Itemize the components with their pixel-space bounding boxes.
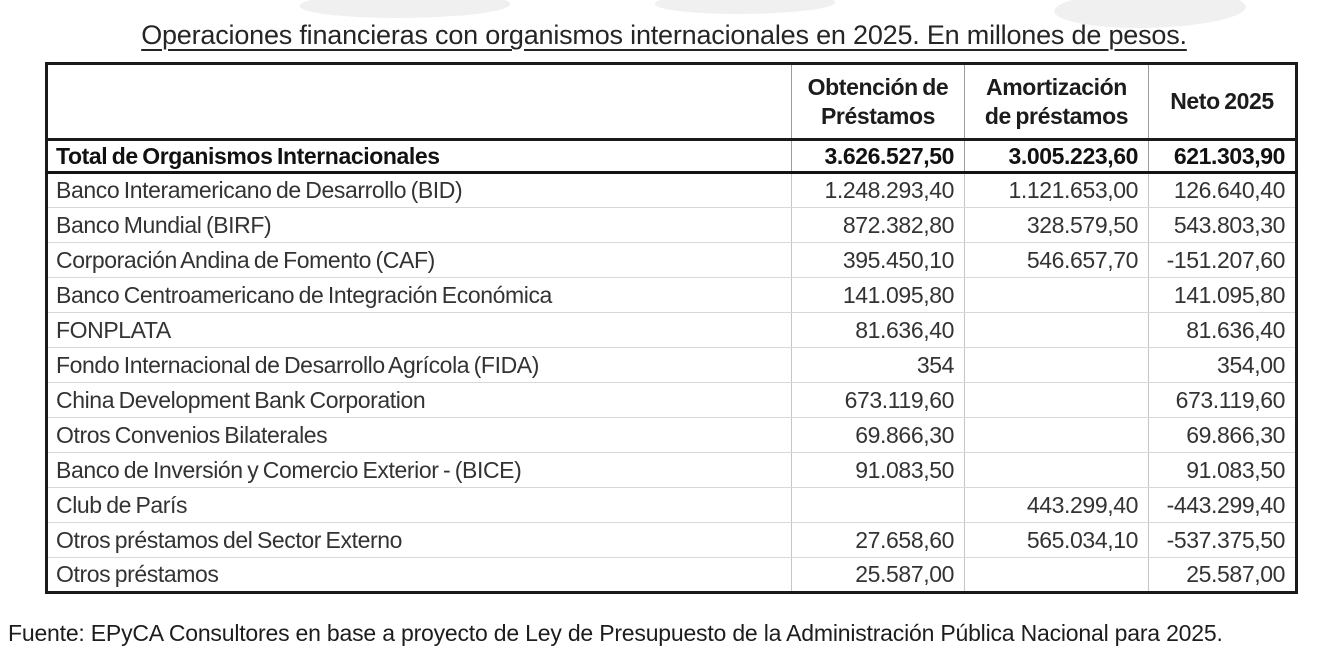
title-wrap: Operaciones financieras con organismos i… [0,20,1328,51]
neto-cell: 25.587,00 [1148,557,1297,593]
table-row: Otros préstamos 25.587,00 25.587,00 [47,557,1297,593]
obtencion-cell: 395.450,10 [791,242,965,278]
org-label-cell: Banco Mundial (BIRF) [46,207,792,243]
amortizacion-cell: 565.034,10 [964,522,1149,558]
obtencion-cell: 1.248.293,40 [791,172,965,208]
obtencion-cell: 91.083,50 [791,452,965,488]
neto-cell: 543.803,30 [1148,207,1297,243]
org-label-cell: Corporación Andina de Fomento (CAF) [46,242,792,278]
table-row: FONPLATA 81.636,40 81.636,40 [46,312,1297,348]
table-row: Fondo Internacional de Desarrollo Agríco… [46,347,1297,383]
amortizacion-cell [964,312,1149,348]
amortizacion-cell [964,417,1149,453]
neto-cell: 141.095,80 [1148,277,1297,313]
source-note: Fuente: EPyCA Consultores en base a proy… [8,620,1223,646]
amortizacion-cell: 1.121.653,00 [964,172,1149,208]
table-row: Corporación Andina de Fomento (CAF) 395.… [46,242,1297,278]
header-organism [46,63,792,141]
table-row: Banco Interamericano de Desarrollo (BID)… [46,172,1297,208]
obtencion-cell: 872.382,80 [791,207,965,243]
total-neto: 621.303,90 [1148,139,1297,174]
table-header: Obtención de Préstamos Amortización de p… [46,63,1297,141]
org-label-cell: Banco Centroamericano de Integración Eco… [46,277,792,313]
table-row: Banco de Inversión y Comercio Exterior -… [46,452,1297,488]
amortizacion-cell: 328.579,50 [964,207,1149,243]
table-row: Otros Convenios Bilaterales 69.866,30 69… [46,417,1297,453]
header-neto: Neto 2025 [1148,63,1297,141]
neto-cell: 81.636,40 [1148,312,1297,348]
neto-cell: -443.299,40 [1148,487,1297,523]
table-row: Club de París 443.299,40 -443.299,40 [46,487,1297,523]
amortizacion-cell [964,277,1149,313]
org-label-cell: Otros préstamos del Sector Externo [46,522,792,558]
watermark-shape [648,0,842,14]
obtencion-cell: 81.636,40 [791,312,965,348]
watermark-shape [292,0,518,18]
table-body: Total de Organismos Internacionales 3.62… [46,139,1297,593]
total-label: Total de Organismos Internacionales [46,139,792,174]
org-label-cell: Banco Interamericano de Desarrollo (BID) [46,172,792,208]
amortizacion-cell: 546.657,70 [964,242,1149,278]
table-row: Banco Mundial (BIRF) 872.382,80 328.579,… [46,207,1297,243]
obtencion-cell [791,487,965,523]
financial-operations-table: Obtención de Préstamos Amortización de p… [45,62,1298,594]
amortizacion-cell [964,557,1149,593]
neto-cell: 126.640,40 [1148,172,1297,208]
obtencion-cell: 27.658,60 [791,522,965,558]
obtencion-cell: 25.587,00 [791,557,965,593]
amortizacion-cell [964,347,1149,383]
header-amortizacion: Amortización de préstamos [964,63,1149,141]
obtencion-cell: 354 [791,347,965,383]
total-row: Total de Organismos Internacionales 3.62… [46,139,1297,174]
amortizacion-cell [964,382,1149,418]
org-label-cell: Otros Convenios Bilaterales [46,417,792,453]
amortizacion-cell [964,452,1149,488]
org-label-cell: Club de París [46,487,792,523]
org-label-cell: Banco de Inversión y Comercio Exterior -… [46,452,792,488]
neto-cell: 354,00 [1148,347,1297,383]
obtencion-cell: 69.866,30 [791,417,965,453]
org-label-cell: Fondo Internacional de Desarrollo Agríco… [46,347,792,383]
org-label-cell: Otros préstamos [56,561,219,587]
header-obtencion: Obtención de Préstamos [791,63,965,141]
org-label-cell: FONPLATA [46,312,792,348]
obtencion-cell: 141.095,80 [791,277,965,313]
table-row: China Development Bank Corporation 673.1… [46,382,1297,418]
total-amortizacion: 3.005.223,60 [964,139,1149,174]
neto-cell: -537.375,50 [1148,522,1297,558]
header-row: Obtención de Préstamos Amortización de p… [46,63,1297,141]
table-row: Otros préstamos del Sector Externo 27.65… [46,522,1297,558]
table-row: Banco Centroamericano de Integración Eco… [46,277,1297,313]
neto-cell: 91.083,50 [1148,452,1297,488]
total-obtencion: 3.626.527,50 [791,139,965,174]
page-title: Operaciones financieras con organismos i… [141,20,1187,50]
neto-cell: 673.119,60 [1148,382,1297,418]
obtencion-cell: 673.119,60 [791,382,965,418]
org-label-cell: China Development Bank Corporation [46,382,792,418]
amortizacion-cell: 443.299,40 [964,487,1149,523]
neto-cell: 69.866,30 [1148,417,1297,453]
neto-cell: -151.207,60 [1148,242,1297,278]
